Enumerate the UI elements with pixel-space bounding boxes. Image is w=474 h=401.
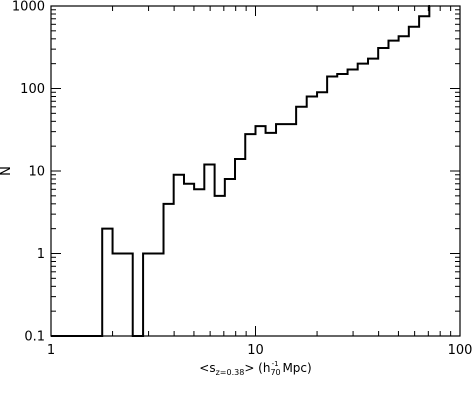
- histogram-step-line: [51, 5, 431, 337]
- y-axis-label: N: [0, 166, 14, 176]
- x-tick-labels: 1 10 100: [47, 343, 473, 358]
- x-label-close: Mpc): [279, 361, 312, 375]
- x-tick-label: 10: [247, 343, 264, 358]
- x-tick-label: 1: [47, 343, 55, 358]
- y-tick-labels: 0.1 1 10 100 1000: [12, 0, 45, 345]
- y-tick-label: 1000: [12, 0, 45, 15]
- x-label-h-superscript: -1: [272, 360, 279, 368]
- y-tick-label: 100: [20, 82, 45, 97]
- x-label-h-subscript: 70: [270, 368, 280, 377]
- x-axis-label: <sz=0.38> (h70-1 Mpc): [199, 360, 311, 377]
- x-label-open: <s: [199, 361, 215, 375]
- x-label-mid: > (h: [244, 361, 270, 375]
- x-label-subscript: z=0.38: [216, 368, 245, 377]
- y-tick-label: 0.1: [24, 330, 45, 345]
- axis-ticks: [50, 5, 461, 337]
- y-tick-label: 10: [28, 165, 45, 180]
- y-tick-label: 1: [37, 247, 45, 262]
- x-tick-label: 100: [448, 343, 473, 358]
- plot-frame: [50, 5, 461, 337]
